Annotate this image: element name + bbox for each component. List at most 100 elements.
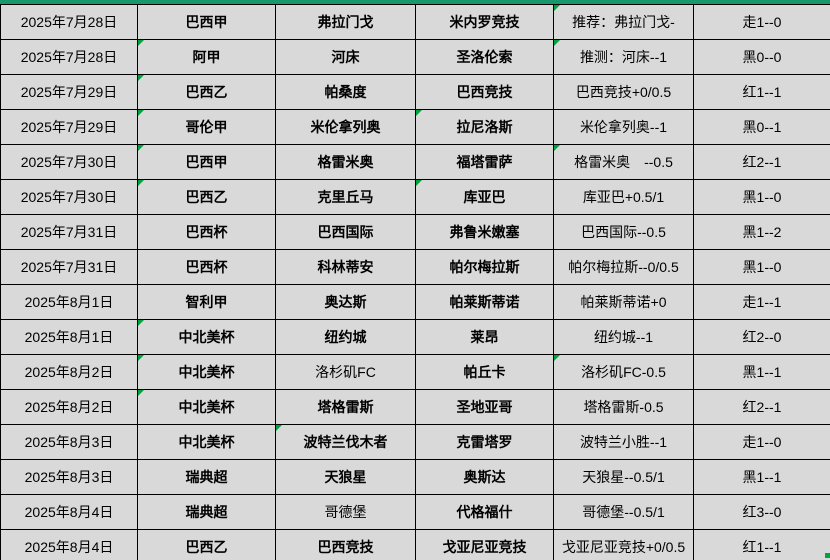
table-row: 2025年7月29日 哥伦甲 米伦拿列奥 拉尼洛斯 米伦拿列奥--1 黑0--1: [0, 109, 830, 145]
cell-result[interactable]: 走1--0: [693, 424, 830, 460]
cell-home[interactable]: 格雷米奥: [275, 144, 416, 180]
cell-home[interactable]: 河床: [275, 39, 416, 75]
cell-league[interactable]: 中北美杯: [137, 319, 276, 355]
cell-league[interactable]: 巴西乙: [137, 74, 276, 110]
cell-date[interactable]: 2025年8月2日: [0, 354, 138, 390]
cell-date[interactable]: 2025年8月4日: [0, 494, 138, 530]
cell-league[interactable]: 中北美杯: [137, 424, 276, 460]
cell-date[interactable]: 2025年7月28日: [0, 4, 138, 40]
cell-date[interactable]: 2025年8月4日: [0, 529, 138, 560]
cell-home[interactable]: 克里丘马: [275, 179, 416, 215]
cell-recommendation[interactable]: 推荐：弗拉门戈-: [553, 4, 694, 40]
comment-triangle-icon: [138, 355, 144, 361]
cell-league[interactable]: 智利甲: [137, 284, 276, 320]
cell-recommendation[interactable]: 库亚巴+0.5/1: [553, 179, 694, 215]
comment-triangle-icon: [554, 355, 560, 361]
cell-league[interactable]: 中北美杯: [137, 354, 276, 390]
cell-recommendation[interactable]: 戈亚尼亚竞技+0/0.5: [553, 529, 694, 560]
cell-away[interactable]: 帕尔梅拉斯: [415, 249, 554, 285]
cell-recommendation[interactable]: 巴西竞技+0/0.5: [553, 74, 694, 110]
cell-result[interactable]: 黑0--1: [693, 109, 830, 145]
cell-home[interactable]: 巴西竞技: [275, 529, 416, 560]
cell-date[interactable]: 2025年8月3日: [0, 424, 138, 460]
cell-result[interactable]: 走1--1: [693, 284, 830, 320]
cell-away[interactable]: 戈亚尼亚竞技: [415, 529, 554, 560]
cell-away[interactable]: 奥斯达: [415, 459, 554, 495]
cell-away[interactable]: 莱昂: [415, 319, 554, 355]
cell-home[interactable]: 弗拉门戈: [275, 4, 416, 40]
cell-date[interactable]: 2025年8月1日: [0, 319, 138, 355]
cell-league[interactable]: 瑞典超: [137, 459, 276, 495]
cell-date[interactable]: 2025年7月29日: [0, 109, 138, 145]
cell-away[interactable]: 拉尼洛斯: [415, 109, 554, 145]
cell-league[interactable]: 巴西乙: [137, 529, 276, 560]
cell-away[interactable]: 圣洛伦索: [415, 39, 554, 75]
cell-result[interactable]: 黑1--1: [693, 459, 830, 495]
cell-recommendation[interactable]: 天狼星--0.5/1: [553, 459, 694, 495]
cell-date[interactable]: 2025年8月1日: [0, 284, 138, 320]
cell-result[interactable]: 红2--1: [693, 389, 830, 425]
cell-away[interactable]: 米内罗竞技: [415, 4, 554, 40]
cell-home[interactable]: 纽约城: [275, 319, 416, 355]
cell-away[interactable]: 圣地亚哥: [415, 389, 554, 425]
cell-recommendation[interactable]: 巴西国际--0.5: [553, 214, 694, 250]
cell-result[interactable]: 红3--0: [693, 494, 830, 530]
cell-recommendation[interactable]: 推测：河床--1: [553, 39, 694, 75]
cell-date[interactable]: 2025年7月31日: [0, 249, 138, 285]
cell-league[interactable]: 巴西杯: [137, 214, 276, 250]
cell-result[interactable]: 黑0--0: [693, 39, 830, 75]
cell-league[interactable]: 巴西乙: [137, 179, 276, 215]
cell-league[interactable]: 巴西杯: [137, 249, 276, 285]
cell-home[interactable]: 天狼星: [275, 459, 416, 495]
cell-result[interactable]: 黑1--0: [693, 249, 830, 285]
cell-league[interactable]: 哥伦甲: [137, 109, 276, 145]
cell-result[interactable]: 黑1--1: [693, 354, 830, 390]
cell-league[interactable]: 阿甲: [137, 39, 276, 75]
cell-result[interactable]: 红1--1: [693, 74, 830, 110]
cell-recommendation[interactable]: 帕尔梅拉斯--0/0.5: [553, 249, 694, 285]
cell-away[interactable]: 帕莱斯蒂诺: [415, 284, 554, 320]
cell-recommendation[interactable]: 波特兰小胜--1: [553, 424, 694, 460]
cell-home[interactable]: 帕桑度: [275, 74, 416, 110]
cell-home[interactable]: 洛杉矶FC: [275, 354, 416, 390]
cell-home[interactable]: 科林蒂安: [275, 249, 416, 285]
cell-recommendation[interactable]: 米伦拿列奥--1: [553, 109, 694, 145]
cell-away[interactable]: 福塔雷萨: [415, 144, 554, 180]
cell-date[interactable]: 2025年7月29日: [0, 74, 138, 110]
cell-away[interactable]: 库亚巴: [415, 179, 554, 215]
cell-result[interactable]: 红1--1: [693, 529, 830, 560]
cell-recommendation[interactable]: 格雷米奥 --0.5: [553, 144, 694, 180]
cell-recommendation[interactable]: 塔格雷斯-0.5: [553, 389, 694, 425]
cell-date[interactable]: 2025年7月30日: [0, 144, 138, 180]
cell-recommendation[interactable]: 纽约城--1: [553, 319, 694, 355]
cell-away[interactable]: 弗鲁米嫩塞: [415, 214, 554, 250]
cell-away[interactable]: 克雷塔罗: [415, 424, 554, 460]
cell-date[interactable]: 2025年8月3日: [0, 459, 138, 495]
cell-date[interactable]: 2025年8月2日: [0, 389, 138, 425]
cell-away[interactable]: 帕丘卡: [415, 354, 554, 390]
cell-league[interactable]: 中北美杯: [137, 389, 276, 425]
cell-home[interactable]: 奥达斯: [275, 284, 416, 320]
cell-date[interactable]: 2025年7月31日: [0, 214, 138, 250]
cell-home[interactable]: 波特兰伐木者: [275, 424, 416, 460]
cell-away[interactable]: 巴西竞技: [415, 74, 554, 110]
cell-result[interactable]: 黑1--2: [693, 214, 830, 250]
cell-league[interactable]: 瑞典超: [137, 494, 276, 530]
cell-home[interactable]: 米伦拿列奥: [275, 109, 416, 145]
cell-league[interactable]: 巴西甲: [137, 144, 276, 180]
cell-home[interactable]: 哥德堡: [275, 494, 416, 530]
cell-recommendation[interactable]: 洛杉矶FC-0.5: [553, 354, 694, 390]
cell-recommendation[interactable]: 哥德堡--0.5/1: [553, 494, 694, 530]
cell-result[interactable]: 红2--0: [693, 319, 830, 355]
cell-date[interactable]: 2025年7月30日: [0, 179, 138, 215]
cell-away[interactable]: 代格福什: [415, 494, 554, 530]
cell-date[interactable]: 2025年7月28日: [0, 39, 138, 75]
cell-home[interactable]: 塔格雷斯: [275, 389, 416, 425]
cell-home[interactable]: 巴西国际: [275, 214, 416, 250]
cell-result[interactable]: 走1--0: [693, 4, 830, 40]
cell-recommendation[interactable]: 帕莱斯蒂诺+0: [553, 284, 694, 320]
cell-league[interactable]: 巴西甲: [137, 4, 276, 40]
cell-result[interactable]: 黑1--0: [693, 179, 830, 215]
cell-result[interactable]: 红2--1: [693, 144, 830, 180]
